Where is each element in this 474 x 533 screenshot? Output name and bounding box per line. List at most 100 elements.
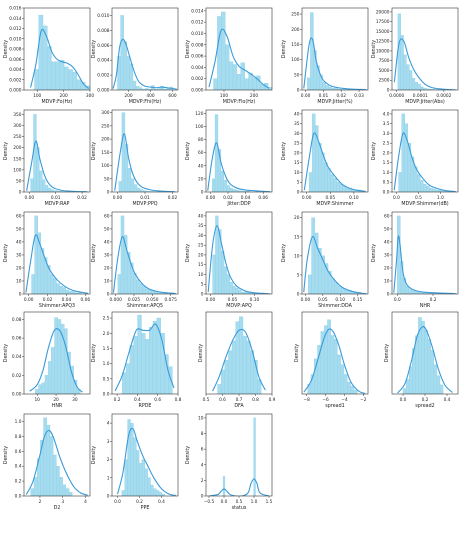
y-tick-label: 2.5: [383, 141, 390, 147]
y-tick-label: 20: [16, 265, 22, 271]
histogram-bar: [425, 330, 428, 394]
histogram-bar: [412, 78, 415, 90]
y-tick-label: 0: [201, 292, 204, 298]
subplot-plot-area: [304, 218, 367, 294]
y-tick-label: 25: [294, 141, 300, 147]
histogram-bar: [238, 290, 241, 294]
histogram-bar: [254, 418, 256, 496]
y-tick-label: 0.000: [191, 88, 204, 94]
histogram-bar: [399, 172, 402, 192]
y-tick-label: 0: [19, 190, 22, 196]
histogram-bar: [47, 46, 51, 90]
y-tick-label: 0.008: [97, 28, 110, 34]
histogram-bar: [323, 82, 326, 90]
y-axis-label: Density: [281, 244, 287, 262]
histogram-bar: [122, 373, 126, 394]
y-tick-label: 100: [13, 167, 21, 173]
y-tick-label: 5: [201, 282, 204, 288]
y-tick-label: 0: [107, 292, 110, 298]
histogram-bar: [404, 55, 407, 90]
histogram-bar: [136, 450, 139, 496]
x-axis-label: MDVP:Fhi(Hz): [129, 99, 162, 105]
y-tick-label: 0: [201, 190, 204, 196]
y-tick-label: 25: [198, 243, 204, 249]
x-tick-label: 0.0: [393, 195, 400, 201]
histogram-bar: [241, 63, 245, 90]
histogram-bar: [125, 460, 128, 496]
histogram-bar: [223, 476, 225, 496]
y-tick-label: 60: [198, 150, 204, 156]
histogram-bar: [51, 347, 54, 394]
y-tick-label: 0.04: [12, 354, 22, 360]
histogram-bar: [224, 267, 227, 294]
y-axis-label: Density: [3, 40, 9, 58]
histogram-bar: [421, 321, 424, 394]
y-tick-label: 40: [104, 239, 110, 245]
x-tick-label: 0.01: [140, 195, 150, 201]
y-tick-label: 30: [198, 233, 204, 239]
y-tick-label: 100: [291, 57, 299, 63]
y-tick-label: 4: [201, 462, 204, 468]
y-tick-label: 1: [107, 475, 110, 481]
x-axis-label: RPDE: [139, 403, 152, 409]
y-tick-label: 4.0: [383, 111, 390, 117]
y-tick-label: 40: [294, 111, 300, 117]
subplot-plot-area: [26, 418, 87, 496]
x-axis-label: spread1: [325, 403, 344, 409]
histogram-bar: [146, 289, 149, 294]
histogram-bar: [239, 317, 243, 394]
histogram-bar: [153, 321, 157, 394]
histogram-bar: [243, 336, 247, 394]
histogram-bar: [415, 336, 418, 394]
x-tick-label: 0.0000: [389, 93, 404, 99]
subplot-plot-area: [26, 216, 88, 294]
histogram-bar: [440, 385, 443, 394]
histogram-bar: [229, 62, 233, 90]
y-tick-label: 0: [387, 292, 390, 298]
histogram-bar: [233, 286, 236, 294]
histogram-bar: [63, 485, 66, 496]
x-tick-label: 1.5: [266, 499, 273, 505]
x-tick-label: 0.00: [206, 297, 216, 303]
histogram-bar: [56, 466, 59, 496]
y-tick-label: 0.2: [15, 479, 22, 485]
x-tick-label: 0.8: [252, 397, 259, 403]
y-tick-label: 0.5: [103, 376, 110, 382]
x-axis-label: NHR: [420, 303, 431, 309]
histogram-bar: [327, 320, 330, 394]
histogram-bar: [139, 463, 142, 496]
x-tick-label: 0.00: [113, 195, 123, 201]
histogram-bar: [53, 278, 56, 294]
histogram-bar: [321, 153, 324, 192]
histogram-bar: [346, 188, 349, 192]
x-tick-label: 0.10: [335, 297, 345, 303]
subplot-plot-area: [304, 114, 365, 192]
subplot-plot-area: [118, 419, 176, 496]
subplot-plot-area: [209, 418, 269, 496]
y-tick-label: 3.5: [383, 121, 390, 127]
histogram-bar: [233, 65, 237, 90]
y-tick-label: 0.0: [103, 392, 110, 398]
histogram-bar: [331, 174, 334, 192]
histogram-bar: [133, 81, 136, 90]
histogram-bar: [39, 171, 42, 192]
histogram-bar: [249, 73, 253, 90]
y-tick-label: 4: [107, 421, 110, 427]
histogram-bar: [225, 360, 229, 394]
y-tick-label: 0.08: [12, 317, 22, 323]
y-tick-label: 0.0: [15, 494, 22, 500]
histogram-bar: [139, 88, 142, 90]
y-tick-label: 1.0: [383, 170, 390, 176]
histogram-bar: [423, 184, 426, 192]
x-tick-label: 0.06: [80, 297, 90, 303]
y-tick-label: 6: [201, 447, 204, 453]
subplot-plot-area: [398, 317, 453, 394]
histogram-bar: [215, 115, 218, 192]
y-tick-label: 50: [104, 176, 110, 182]
y-axis-label: Density: [91, 142, 97, 160]
